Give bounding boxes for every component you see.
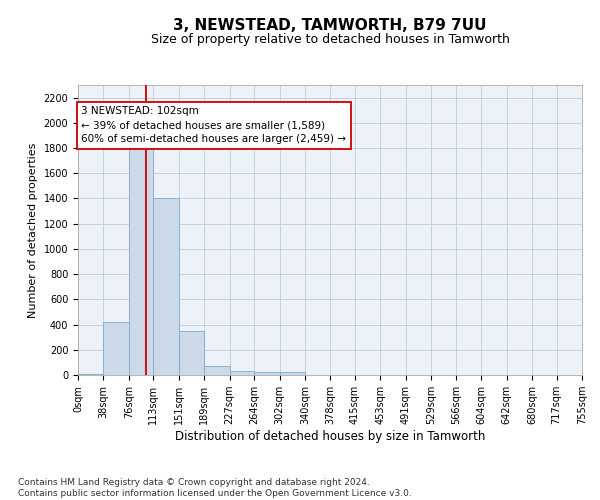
Bar xyxy=(179,331,204,375)
Bar xyxy=(230,371,254,375)
Bar xyxy=(254,372,280,375)
Text: Size of property relative to detached houses in Tamworth: Size of property relative to detached ho… xyxy=(151,32,509,46)
Text: Contains HM Land Registry data © Crown copyright and database right 2024.
Contai: Contains HM Land Registry data © Crown c… xyxy=(18,478,412,498)
Bar xyxy=(103,322,129,375)
Text: 3, NEWSTEAD, TAMWORTH, B79 7UU: 3, NEWSTEAD, TAMWORTH, B79 7UU xyxy=(173,18,487,32)
Bar xyxy=(154,198,179,375)
Bar xyxy=(78,374,103,375)
Bar xyxy=(204,366,230,375)
Y-axis label: Number of detached properties: Number of detached properties xyxy=(28,142,38,318)
Text: 3 NEWSTEAD: 102sqm
← 39% of detached houses are smaller (1,589)
60% of semi-deta: 3 NEWSTEAD: 102sqm ← 39% of detached hou… xyxy=(82,106,346,144)
Bar xyxy=(129,148,154,375)
Bar xyxy=(280,372,305,375)
X-axis label: Distribution of detached houses by size in Tamworth: Distribution of detached houses by size … xyxy=(175,430,485,443)
